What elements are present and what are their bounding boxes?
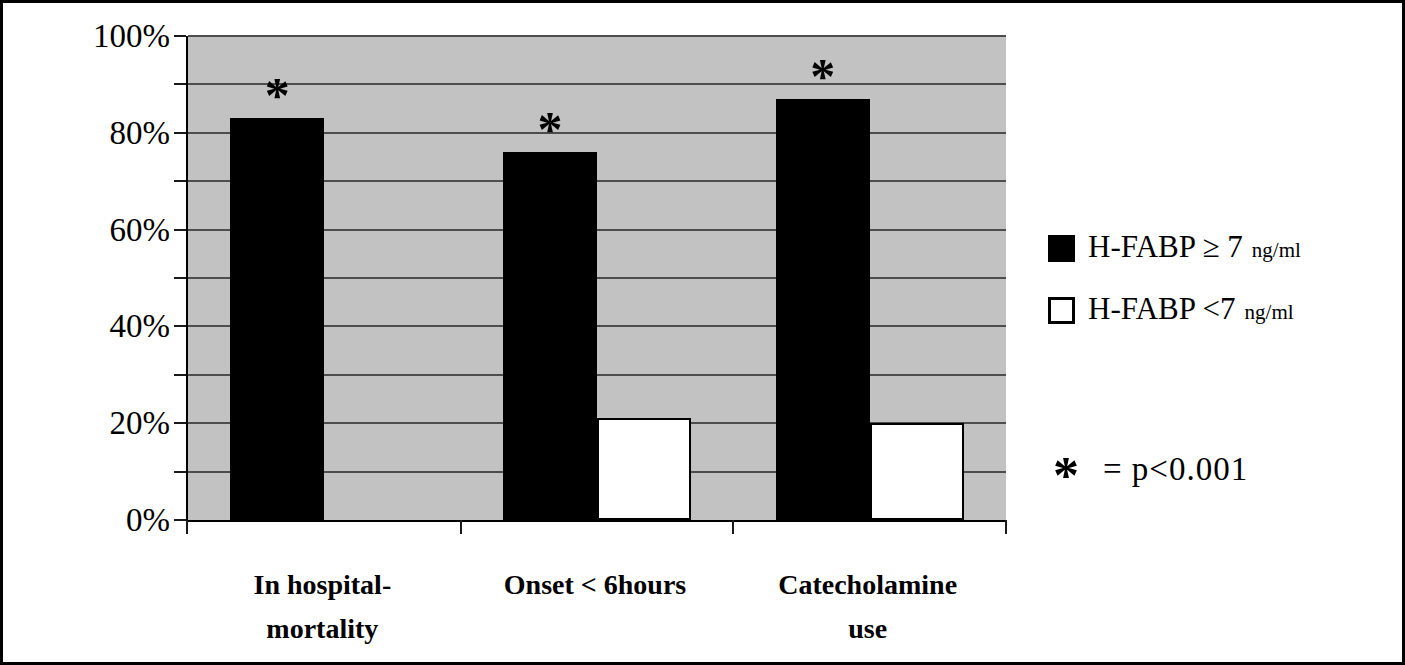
y-axis-label: 100% <box>18 14 170 58</box>
legend-label: H-FABP <7ng/ml <box>1088 292 1294 329</box>
significance-asterisk: * <box>230 70 324 120</box>
x-axis-category-labels: In hospital-mortalityOnset < 6hoursCatec… <box>186 563 1006 663</box>
y-axis-tick <box>174 519 186 521</box>
bar-white <box>597 418 691 520</box>
y-axis-tick <box>174 325 186 327</box>
x-axis-tick <box>1005 520 1007 534</box>
significance-asterisk: * <box>776 51 870 101</box>
legend-unit: ng/ml <box>1252 238 1301 262</box>
legend-item: H-FABP <7ng/ml <box>1048 292 1301 329</box>
chart-figure: * * * 100% 80% 60% 40% 20% 0% In hospital-morta… <box>0 0 1405 665</box>
plot-area: * * * <box>186 36 1006 522</box>
x-axis-tick <box>732 520 734 534</box>
y-axis-tick <box>174 83 186 85</box>
category-label-line: Onset < 6hours <box>459 563 732 607</box>
category-label-line: In hospital- <box>186 563 459 607</box>
p-value-text: = p<0.001 <box>1103 443 1248 495</box>
y-axis-tick <box>174 35 186 37</box>
y-axis-tick <box>174 132 186 134</box>
y-axis-label: 0% <box>18 498 170 542</box>
category-label-line: mortality <box>186 607 459 651</box>
legend-swatch-black <box>1048 235 1075 262</box>
legend: H-FABP ≥ 7ng/ml H-FABP <7ng/ml <box>1048 230 1301 354</box>
y-axis-tick <box>174 277 186 279</box>
y-axis-label: 40% <box>18 304 170 348</box>
category-label-line: use <box>731 607 1004 651</box>
category-label: Catecholamineuse <box>731 563 1004 651</box>
y-axis-tick <box>174 471 186 473</box>
bar-black <box>503 152 597 520</box>
y-axis-tick <box>174 422 186 424</box>
bar-white <box>870 423 964 520</box>
x-axis-tick <box>460 520 462 534</box>
legend-item: H-FABP ≥ 7ng/ml <box>1048 230 1301 267</box>
y-axis-label: 80% <box>18 111 170 155</box>
asterisk-symbol: * <box>1053 450 1079 502</box>
significance-asterisk: * <box>503 104 597 154</box>
category-label-line: Catecholamine <box>731 563 1004 607</box>
legend-swatch-white <box>1048 297 1075 324</box>
y-axis-tick <box>174 229 186 231</box>
y-axis-label: 60% <box>18 208 170 252</box>
y-axis-tick <box>174 180 186 182</box>
category-label: Onset < 6hours <box>459 563 732 607</box>
p-value-annotation: * = p<0.001 <box>1053 443 1248 502</box>
y-axis-label: 20% <box>18 401 170 445</box>
x-axis-tick <box>186 520 188 534</box>
y-axis-tick <box>174 374 186 376</box>
gridline <box>188 35 1006 37</box>
bar-black <box>776 99 870 520</box>
legend-unit: ng/ml <box>1245 300 1294 324</box>
bar-black <box>230 118 324 520</box>
legend-label: H-FABP ≥ 7ng/ml <box>1088 230 1301 267</box>
category-label: In hospital-mortality <box>186 563 459 651</box>
